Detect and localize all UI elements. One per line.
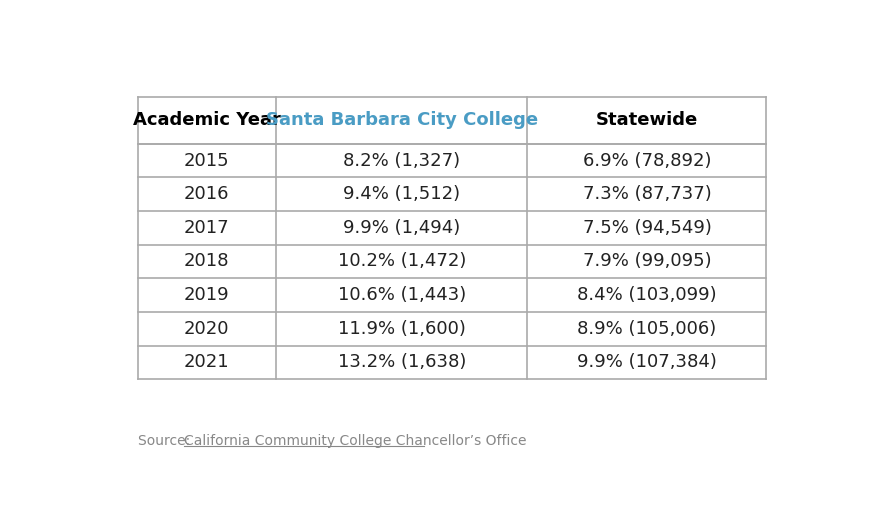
- Text: 2018: 2018: [184, 253, 229, 270]
- Text: 9.9% (107,384): 9.9% (107,384): [577, 353, 717, 371]
- Text: 7.9% (99,095): 7.9% (99,095): [583, 253, 711, 270]
- Text: 8.9% (105,006): 8.9% (105,006): [578, 320, 716, 338]
- Text: 10.6% (1,443): 10.6% (1,443): [338, 286, 466, 304]
- Text: 8.2% (1,327): 8.2% (1,327): [343, 152, 460, 170]
- Text: 2017: 2017: [184, 219, 229, 237]
- Text: Statewide: Statewide: [596, 111, 698, 129]
- Text: 7.3% (87,737): 7.3% (87,737): [583, 185, 712, 203]
- Text: California Community College Chancellor’s Office: California Community College Chancellor’…: [184, 434, 527, 448]
- Text: Source:: Source:: [138, 434, 194, 448]
- Text: 10.2% (1,472): 10.2% (1,472): [338, 253, 466, 270]
- Text: Academic Year: Academic Year: [133, 111, 280, 129]
- Text: 13.2% (1,638): 13.2% (1,638): [338, 353, 466, 371]
- Text: 8.4% (103,099): 8.4% (103,099): [577, 286, 717, 304]
- Text: 2021: 2021: [184, 353, 229, 371]
- Text: 2020: 2020: [184, 320, 229, 338]
- Text: 11.9% (1,600): 11.9% (1,600): [338, 320, 466, 338]
- Text: 9.9% (1,494): 9.9% (1,494): [343, 219, 460, 237]
- Text: 7.5% (94,549): 7.5% (94,549): [582, 219, 712, 237]
- Text: 9.4% (1,512): 9.4% (1,512): [343, 185, 460, 203]
- Text: 2016: 2016: [184, 185, 229, 203]
- Text: Santa Barbara City College: Santa Barbara City College: [265, 111, 538, 129]
- Text: 2019: 2019: [184, 286, 229, 304]
- Text: 6.9% (78,892): 6.9% (78,892): [583, 152, 711, 170]
- Text: 2015: 2015: [184, 152, 229, 170]
